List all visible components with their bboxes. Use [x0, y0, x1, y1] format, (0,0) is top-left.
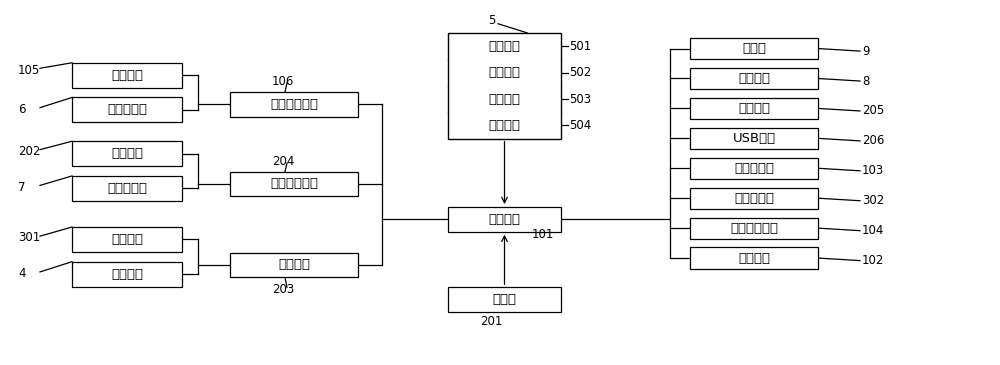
Text: 7: 7: [18, 181, 26, 194]
Text: 205: 205: [862, 104, 884, 118]
Text: 麦克风: 麦克风: [742, 42, 766, 55]
Text: 503: 503: [569, 92, 591, 105]
Text: 蓄电池: 蓄电池: [493, 293, 516, 306]
Bar: [230, 172, 358, 196]
Text: 6: 6: [18, 103, 26, 116]
Bar: [690, 247, 818, 269]
Bar: [72, 262, 182, 287]
Text: 第二喇叭: 第二喇叭: [111, 147, 143, 160]
Text: 振动马达: 振动马达: [111, 233, 143, 246]
Text: 101: 101: [532, 228, 554, 241]
Bar: [448, 207, 561, 232]
Text: 203: 203: [272, 283, 294, 296]
Text: 104: 104: [862, 224, 884, 237]
Text: 第一声音开关: 第一声音开关: [270, 98, 318, 111]
Text: 控制按键: 控制按键: [738, 72, 770, 85]
Bar: [448, 287, 561, 312]
Bar: [690, 128, 818, 149]
Text: 202: 202: [18, 145, 40, 158]
Bar: [690, 98, 818, 119]
Bar: [690, 68, 818, 89]
Text: 闪存存储器: 闪存存储器: [734, 162, 774, 175]
Text: 微处理器: 微处理器: [489, 213, 520, 226]
Text: 206: 206: [862, 134, 884, 147]
Text: 温度传感器: 温度传感器: [734, 192, 774, 205]
Text: 9: 9: [862, 45, 870, 58]
Text: 105: 105: [18, 64, 40, 77]
Text: 按摩凸点: 按摩凸点: [111, 268, 143, 281]
Bar: [448, 33, 561, 139]
Text: 501: 501: [569, 39, 591, 53]
Text: 103: 103: [862, 164, 884, 177]
Text: USB插口: USB插口: [732, 132, 776, 145]
Text: 106: 106: [272, 74, 294, 88]
Text: 第二声音开关: 第二声音开关: [270, 177, 318, 191]
Text: 按摩开关: 按摩开关: [278, 258, 310, 272]
Text: 第一扬声器: 第一扬声器: [107, 103, 147, 116]
Bar: [72, 141, 182, 166]
Text: 蓝牙装置: 蓝牙装置: [738, 251, 770, 265]
Text: 102: 102: [862, 254, 884, 267]
Text: 204: 204: [272, 155, 294, 168]
Text: 502: 502: [569, 66, 591, 79]
Text: 音乐模块: 音乐模块: [489, 66, 520, 79]
Text: 5: 5: [488, 14, 495, 27]
Bar: [72, 97, 182, 122]
Text: 504: 504: [569, 119, 591, 132]
Bar: [230, 92, 358, 117]
Bar: [230, 253, 358, 277]
Text: 302: 302: [862, 194, 884, 207]
Bar: [690, 38, 818, 59]
Text: 第二扬声器: 第二扬声器: [107, 182, 147, 195]
Bar: [690, 158, 818, 179]
Bar: [690, 218, 818, 239]
Bar: [690, 188, 818, 209]
Text: 音效模块: 音效模块: [489, 39, 520, 53]
Bar: [72, 63, 182, 88]
Text: 蓝牙模块: 蓝牙模块: [489, 119, 520, 132]
Text: 8: 8: [862, 74, 869, 88]
Text: 收音模块: 收音模块: [489, 92, 520, 105]
Text: 201: 201: [480, 315, 502, 328]
Bar: [72, 227, 182, 252]
Text: 耳机插口: 耳机插口: [738, 102, 770, 115]
Text: 信号接收装置: 信号接收装置: [730, 222, 778, 235]
Text: 4: 4: [18, 267, 26, 280]
Text: 301: 301: [18, 231, 40, 245]
Text: 第一喇叭: 第一喇叭: [111, 69, 143, 82]
Bar: [72, 176, 182, 201]
